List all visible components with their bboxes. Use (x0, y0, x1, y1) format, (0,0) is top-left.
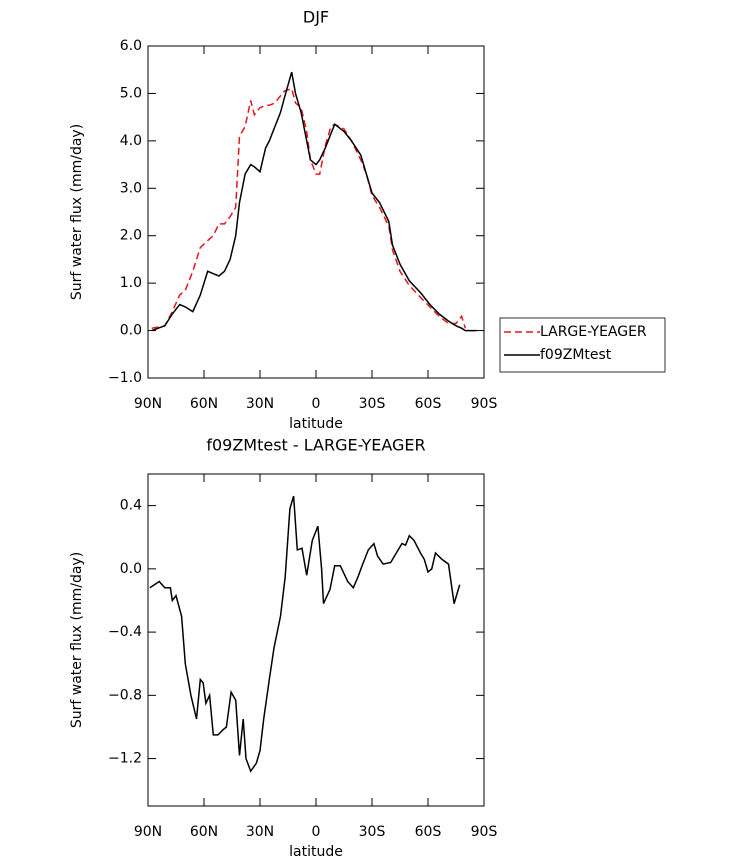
chart-title: f09ZMtest - LARGE-YEAGER (206, 436, 425, 455)
y-tick-label: −1.2 (108, 751, 142, 767)
y-tick-label: 0.0 (120, 561, 142, 577)
x-tick-label: 60S (415, 824, 442, 840)
y-tick-label: 1.0 (120, 275, 142, 291)
x-tick-label: 30S (359, 396, 386, 412)
y-tick-label: 0.0 (120, 323, 142, 339)
y-tick-label: −0.8 (108, 687, 142, 703)
y-axis-label: Surf water flux (mm/day) (69, 124, 85, 300)
legend-label: LARGE-YEAGER (540, 324, 647, 340)
y-tick-label: −0.4 (108, 624, 142, 640)
x-tick-label: 90N (134, 396, 162, 412)
x-axis-label: latitude (289, 416, 343, 432)
plot-frame (147, 473, 485, 807)
x-tick-label: 30N (246, 824, 274, 840)
x-axis-label: latitude (289, 844, 343, 860)
x-tick-label: 60N (190, 824, 218, 840)
y-tick-label: 2.0 (120, 228, 142, 244)
y-tick-label: 3.0 (120, 180, 142, 196)
x-tick-label: 60N (190, 396, 218, 412)
x-tick-label: 60S (415, 396, 442, 412)
y-tick-label: 4.0 (120, 133, 142, 149)
y-tick-label: 0.4 (120, 498, 142, 514)
plot-frame (147, 45, 485, 379)
x-tick-label: 30N (246, 396, 274, 412)
y-tick-label: 5.0 (120, 85, 142, 101)
legend-label: f09ZMtest (540, 347, 612, 363)
legend-frame (499, 317, 666, 373)
x-tick-label: 90N (134, 824, 162, 840)
series-line (149, 495, 461, 773)
x-tick-label: 30S (359, 824, 386, 840)
chart-title: DJF (303, 8, 329, 27)
series-line (151, 87, 467, 329)
y-tick-label: 6.0 (120, 38, 142, 54)
y-axis-label: Surf water flux (mm/day) (69, 552, 85, 728)
x-tick-label: 90S (471, 396, 498, 412)
x-tick-label: 90S (471, 824, 498, 840)
series-line (151, 71, 477, 332)
y-tick-label: −1.0 (108, 370, 142, 386)
x-tick-label: 0 (312, 396, 321, 412)
x-tick-label: 0 (312, 824, 321, 840)
